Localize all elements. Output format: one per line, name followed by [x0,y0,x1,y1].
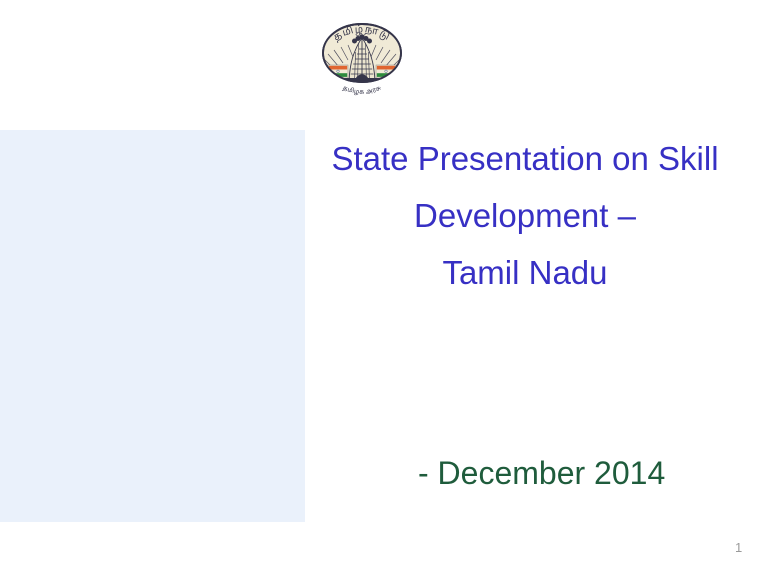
svg-text:தமிழக அரசு: தமிழக அரசு [341,85,383,96]
